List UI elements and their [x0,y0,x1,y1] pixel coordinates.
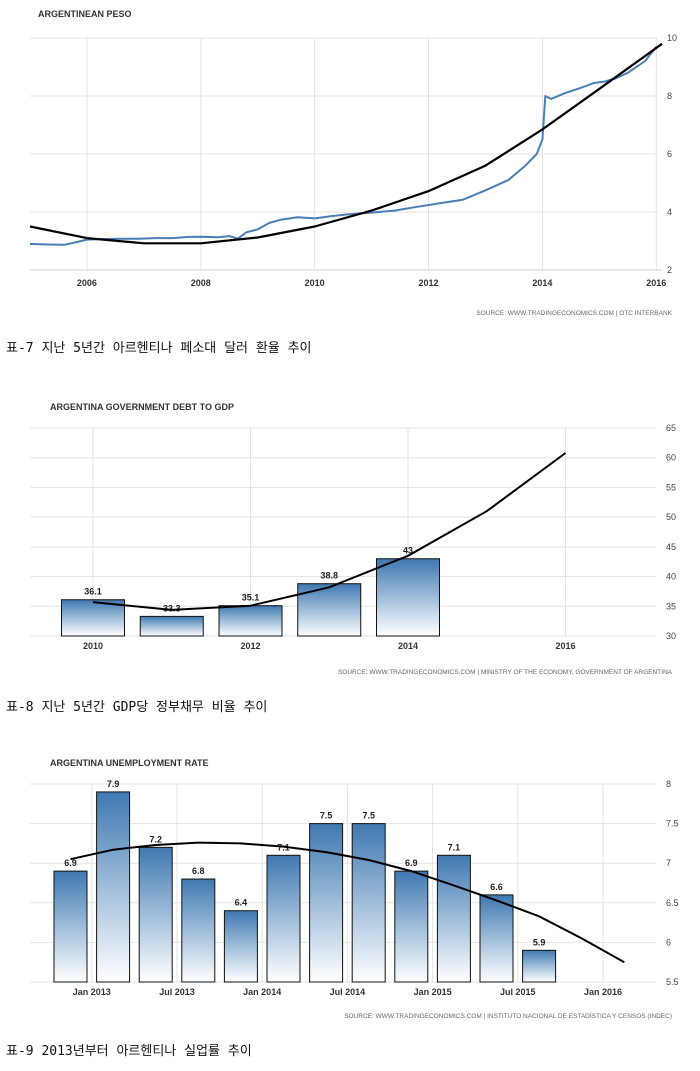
unemployment-bar [266,854,301,983]
debt-bar [376,558,440,637]
x-tick-label: 2006 [77,278,97,288]
unemployment-bar [181,878,216,983]
y-tick-label: 10 [667,33,677,43]
chart-argentinean-peso: ARGENTINEAN PESO 2 4 6 8 10 2006 2008 2010 2012 20… [0,0,700,330]
y-tick-label: 6 [667,149,672,159]
unemployment-bar [138,846,173,983]
unemployment-bar-label: 6.8 [192,866,205,876]
x-tick-label: Jan 2015 [414,987,452,997]
y-tick-label: 8 [666,779,671,789]
unemployment-bar-label: 5.9 [533,937,546,947]
unemployment-bar [522,949,557,983]
x-tick-label: 2012 [240,641,260,651]
y-tick-label: 4 [667,207,672,217]
source-note: SOURCE: WWW.TRADINGECONOMICS.COM | INSTI… [344,1011,672,1020]
x-tick-label: 2014 [532,278,552,288]
y-tick-label: 40 [666,572,676,582]
chart-title: ARGENTINA UNEMPLOYMENT RATE [50,758,209,768]
y-tick-label: 2 [667,265,672,275]
unemployment-bar-label: 7.9 [107,779,120,789]
y-tick-label: 65 [666,423,676,433]
y-tick-label: 35 [666,601,676,611]
debt-bar [218,605,283,637]
y-tick-label: 55 [666,482,676,492]
unemployment-bar-label: 6.9 [64,858,77,868]
x-tick-label: 2010 [83,641,103,651]
x-tick-label: Jan 2014 [243,987,281,997]
unemployment-bar-label: 7.2 [149,834,162,844]
y-tick-label: 6.5 [666,898,679,908]
x-tick-label: 2012 [419,278,439,288]
debt-bar-label: 35.1 [242,593,260,603]
chart-title: ARGENTINA GOVERNMENT DEBT TO GDP [50,402,234,412]
x-tick-label: 2016 [555,641,575,651]
x-tick-label: 2014 [398,641,418,651]
source-note: SOURCE: WWW.TRADINGECONOMICS.COM | MINIS… [338,669,673,676]
y-tick-label: 8 [667,91,672,101]
y-tick-label: 60 [666,453,676,463]
debt-bar-label: 36.1 [84,587,102,597]
debt-bar-label: 33.3 [163,603,181,613]
chart-unemployment-rate: ARGENTINA UNEMPLOYMENT RATE 5.5 6 6.5 7 7.5 8 J… [0,748,700,1030]
unemployment-bar [223,910,258,983]
x-tick-label: Jan 2016 [584,987,622,997]
debt-bar-label: 43 [403,546,413,556]
y-tick-label: 30 [666,631,676,641]
debt-bar-label: 38.8 [320,571,338,581]
debt-chart-svg: ARGENTINA GOVERNMENT DEBT TO GDP 30 35 40 45… [30,402,676,676]
debt-bar [139,615,204,637]
peso-series-line [29,46,658,246]
x-tick-label: Jul 2014 [330,987,366,997]
chart-title: ARGENTINEAN PESO [38,9,132,19]
unemployment-bar [394,870,429,983]
x-tick-label: 2008 [191,278,211,288]
caption-debt: 표-8 지난 5년간 GDP당 정부채무 비율 추이 [6,700,268,715]
x-tick-label: 2010 [305,278,325,288]
x-tick-label: Jul 2015 [500,987,536,997]
caption-peso: 표-7 지난 5년간 아르헨티나 페소대 달러 환율 추이 [6,341,312,356]
peso-trend-line [29,42,663,245]
unemployment-bar [351,823,386,983]
unemployment-bar [53,870,88,983]
unemployment-bar [96,791,131,983]
unemployment-chart-svg: ARGENTINA UNEMPLOYMENT RATE 5.5 6 6.5 7 7.5 8 J… [30,758,679,1020]
unemployment-bar-label: 7.1 [448,842,461,852]
y-tick-label: 6 [666,937,671,947]
peso-chart-svg: ARGENTINEAN PESO 2 4 6 8 10 2006 2008 2010 2012 20… [29,9,677,317]
x-tick-label: Jul 2013 [159,987,195,997]
unemployment-bar [479,894,514,983]
unemployment-bar-label: 6.9 [405,858,418,868]
unemployment-bar-label: 7.5 [320,811,333,821]
unemployment-bar [309,823,344,983]
unemployment-bar [436,854,471,983]
y-tick-label: 5.5 [666,977,679,987]
unemployment-bar-label: 6.6 [490,882,503,892]
y-tick-label: 7 [666,858,671,868]
y-tick-label: 45 [666,542,676,552]
x-tick-label: Jan 2013 [73,987,111,997]
debt-trend-line [92,452,567,611]
unemployment-bar-label: 7.5 [362,811,375,821]
x-tick-label: 2016 [646,278,666,288]
debt-bar [61,599,125,637]
chart-debt-to-gdp: ARGENTINA GOVERNMENT DEBT TO GDP 30 35 40 45… [0,390,700,690]
unemployment-bar-label: 6.4 [235,898,248,908]
y-tick-label: 7.5 [666,819,679,829]
unemployment-trend-line [70,841,625,964]
caption-unemployment: 표-9 2013년부터 아르헨티나 실업률 추이 [6,1044,252,1059]
source-note: SOURCE: WWW.TRADINGECONOMICS.COM | OTC I… [476,310,672,317]
y-tick-label: 50 [666,512,676,522]
